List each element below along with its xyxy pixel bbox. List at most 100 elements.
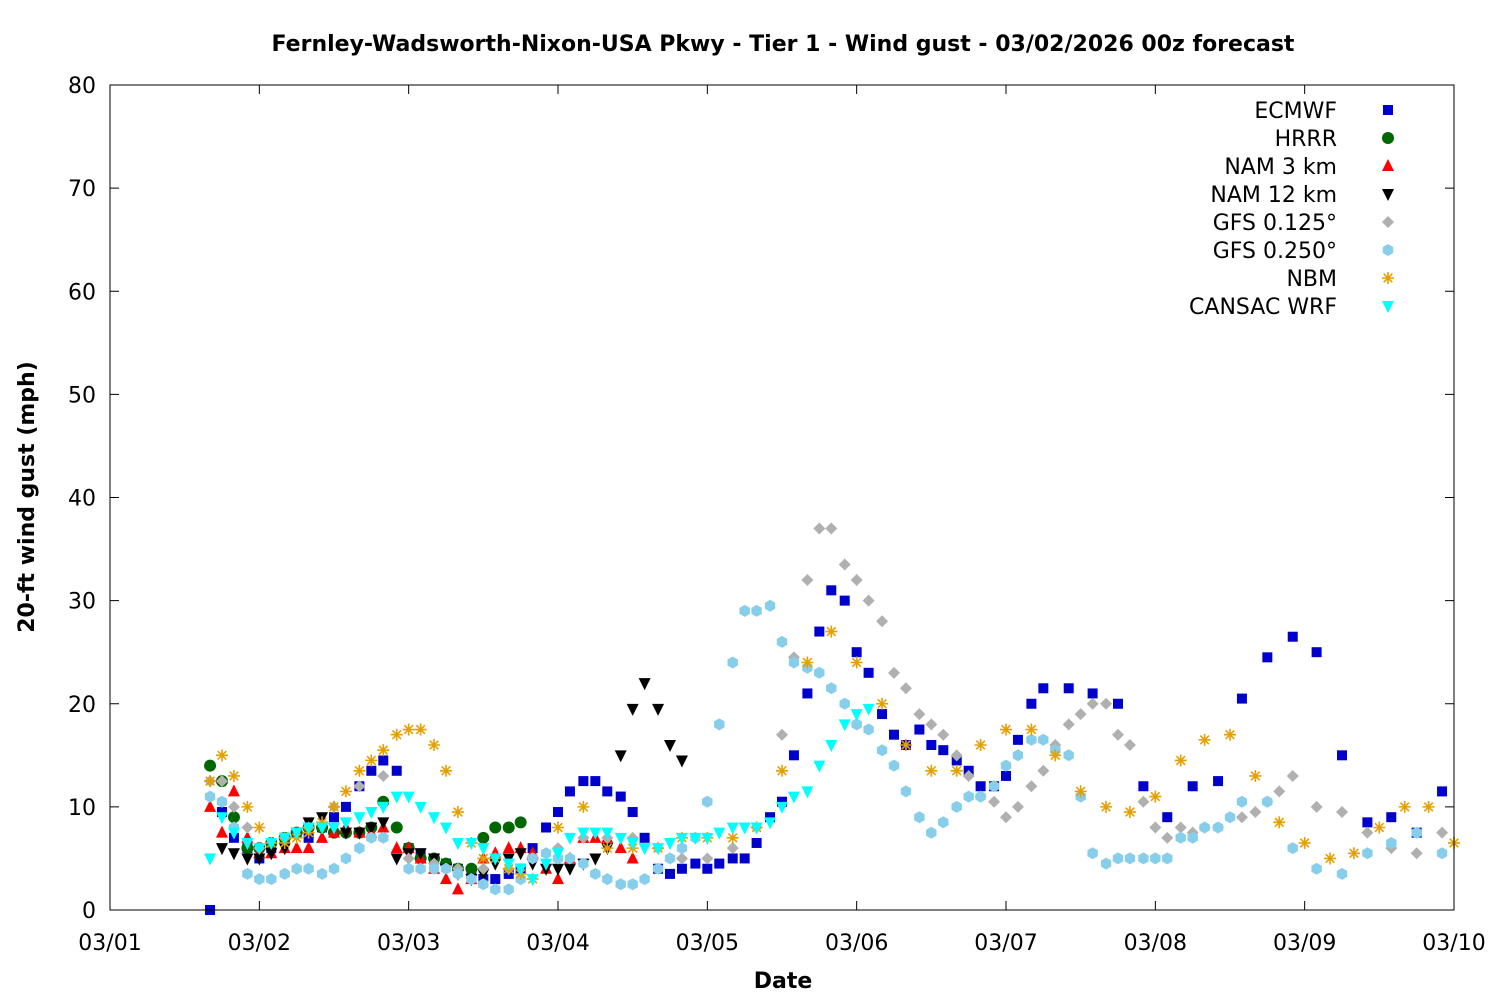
- series-cansac-wrf: [204, 703, 875, 887]
- data-point: [241, 853, 254, 866]
- data-point: [825, 522, 838, 535]
- data-point: [838, 719, 851, 732]
- data-points: [204, 522, 1460, 915]
- data-point: [1074, 708, 1087, 721]
- data-point: [813, 760, 826, 773]
- data-point: [1373, 821, 1386, 834]
- data-point: [1149, 821, 1162, 834]
- data-point: [227, 811, 240, 824]
- data-point: [851, 647, 862, 658]
- data-point: [1236, 693, 1247, 704]
- data-point: [490, 874, 501, 885]
- data-point: [390, 853, 403, 866]
- data-point: [1286, 769, 1299, 782]
- data-point: [227, 848, 240, 861]
- data-point: [899, 739, 912, 751]
- data-point: [1162, 812, 1173, 823]
- data-point: [925, 764, 938, 777]
- data-point: [217, 807, 227, 818]
- data-point: [378, 755, 389, 766]
- data-point: [1187, 831, 1198, 844]
- legend-marker: [1382, 216, 1394, 228]
- data-point: [478, 878, 489, 891]
- data-point: [652, 703, 665, 716]
- data-point: [801, 656, 814, 669]
- data-point: [1112, 852, 1124, 865]
- data-point: [1026, 698, 1037, 709]
- data-point: [862, 703, 875, 716]
- data-point: [526, 874, 539, 887]
- data-point: [1037, 764, 1050, 777]
- data-point: [1161, 831, 1174, 844]
- data-point: [914, 811, 925, 824]
- x-tick-label: 03/01: [78, 931, 141, 956]
- data-point: [440, 862, 452, 875]
- legend-marker: [1383, 105, 1393, 115]
- data-point: [1287, 842, 1298, 855]
- data-point: [1224, 811, 1236, 824]
- data-point: [1249, 806, 1262, 819]
- x-tick-label: 03/03: [377, 931, 440, 956]
- data-point: [377, 817, 390, 830]
- data-point: [1361, 826, 1374, 839]
- data-point: [876, 744, 888, 757]
- data-point: [414, 848, 427, 861]
- data-point: [339, 827, 352, 840]
- data-point: [1149, 790, 1162, 803]
- data-point: [925, 718, 938, 731]
- data-point: [377, 801, 390, 814]
- data-point: [1086, 697, 1099, 710]
- data-point: [814, 626, 825, 637]
- data-point: [876, 615, 889, 628]
- data-point: [614, 841, 627, 854]
- data-point: [377, 769, 390, 782]
- data-point: [1362, 847, 1373, 860]
- legend: ECMWF HRRR NAM 3 km NAM 12 km GFS 0.125° GFS …: [1189, 99, 1394, 320]
- data-point: [390, 728, 403, 741]
- legend-marker: [1382, 272, 1394, 284]
- data-point: [477, 862, 490, 875]
- data-point: [241, 800, 254, 813]
- data-point: [1100, 697, 1113, 710]
- data-point: [1123, 806, 1136, 819]
- data-point: [1287, 631, 1298, 642]
- data-point: [1235, 811, 1248, 824]
- x-tick-label: 03/05: [676, 931, 739, 956]
- data-point: [1000, 723, 1012, 736]
- data-point: [1012, 734, 1023, 745]
- data-point: [540, 858, 553, 871]
- data-point: [1212, 821, 1224, 834]
- data-point: [764, 599, 776, 612]
- data-point: [339, 785, 352, 798]
- data-point: [377, 744, 390, 757]
- data-point: [216, 775, 228, 788]
- data-point: [739, 604, 750, 617]
- data-point: [353, 764, 366, 777]
- data-point: [1337, 750, 1347, 761]
- data-point: [863, 723, 874, 736]
- data-point: [366, 765, 377, 776]
- data-point: [590, 776, 601, 787]
- data-point: [1100, 857, 1112, 870]
- data-point: [1038, 683, 1049, 694]
- data-point: [601, 827, 614, 840]
- data-point: [825, 740, 838, 752]
- data-point: [627, 807, 638, 818]
- data-point: [850, 574, 863, 586]
- data-point: [1386, 812, 1397, 823]
- data-point: [899, 682, 912, 695]
- data-point: [253, 821, 266, 834]
- data-point: [316, 830, 329, 843]
- data-point: [1336, 806, 1348, 819]
- data-point: [552, 848, 564, 861]
- data-point: [303, 862, 314, 875]
- data-point: [204, 790, 216, 803]
- data-point: [702, 863, 713, 874]
- data-point: [390, 791, 403, 804]
- data-point: [750, 822, 763, 835]
- data-point: [1062, 718, 1075, 731]
- legend-marker: [1382, 132, 1394, 144]
- data-point: [1311, 862, 1322, 875]
- data-point: [776, 728, 788, 741]
- legend-label: CANSAC WRF: [1189, 295, 1337, 320]
